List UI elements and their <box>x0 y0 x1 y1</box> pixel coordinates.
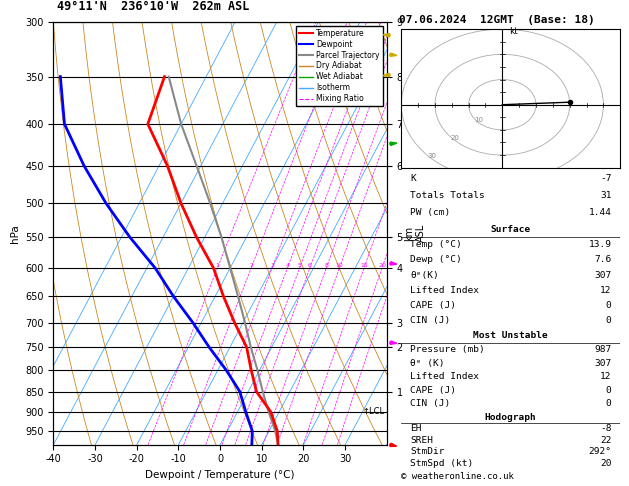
Text: kt: kt <box>509 27 518 36</box>
Text: 12: 12 <box>600 286 611 295</box>
Y-axis label: hPa: hPa <box>9 224 19 243</box>
Text: CAPE (J): CAPE (J) <box>410 301 456 310</box>
Text: Temp (°C): Temp (°C) <box>410 240 462 249</box>
Text: Pressure (mb): Pressure (mb) <box>410 345 485 354</box>
Text: 07.06.2024  12GMT  (Base: 18): 07.06.2024 12GMT (Base: 18) <box>399 15 595 25</box>
Text: 3: 3 <box>270 263 274 268</box>
Text: 13.9: 13.9 <box>589 240 611 249</box>
Text: 4: 4 <box>286 263 289 268</box>
Text: Dewp (°C): Dewp (°C) <box>410 256 462 264</box>
Text: 12: 12 <box>600 372 611 381</box>
Text: SREH: SREH <box>410 436 433 445</box>
Text: 1: 1 <box>216 263 220 268</box>
Text: 15: 15 <box>360 263 368 268</box>
Text: -8: -8 <box>600 424 611 434</box>
Text: 31: 31 <box>600 191 611 200</box>
Text: θᵉ (K): θᵉ (K) <box>410 359 445 367</box>
Text: 20: 20 <box>600 459 611 468</box>
Text: Lifted Index: Lifted Index <box>410 286 479 295</box>
Text: 22: 22 <box>600 436 611 445</box>
Legend: Temperature, Dewpoint, Parcel Trajectory, Dry Adiabat, Wet Adiabat, Isotherm, Mi: Temperature, Dewpoint, Parcel Trajectory… <box>296 26 383 106</box>
Text: Most Unstable: Most Unstable <box>474 331 548 340</box>
Text: 49°11'N  236°10'W  262m ASL: 49°11'N 236°10'W 262m ASL <box>57 0 249 14</box>
Text: K: K <box>410 174 416 183</box>
Text: 307: 307 <box>594 359 611 367</box>
Text: 2: 2 <box>249 263 253 268</box>
Text: 0: 0 <box>606 301 611 310</box>
Text: StmSpd (kt): StmSpd (kt) <box>410 459 473 468</box>
Text: 20: 20 <box>378 263 386 268</box>
Text: PW (cm): PW (cm) <box>410 208 450 217</box>
Text: EH: EH <box>410 424 421 434</box>
Text: 10: 10 <box>474 117 483 123</box>
Text: 6: 6 <box>308 263 312 268</box>
Text: 292°: 292° <box>589 447 611 456</box>
Text: 987: 987 <box>594 345 611 354</box>
Text: © weatheronline.co.uk: © weatheronline.co.uk <box>401 472 514 481</box>
Text: 7.6: 7.6 <box>594 256 611 264</box>
Text: 8: 8 <box>325 263 328 268</box>
Text: ↑LCL: ↑LCL <box>363 407 385 417</box>
Text: 30: 30 <box>427 153 436 158</box>
Text: 1.44: 1.44 <box>589 208 611 217</box>
Text: Totals Totals: Totals Totals <box>410 191 485 200</box>
Text: 0: 0 <box>606 386 611 395</box>
X-axis label: Dewpoint / Temperature (°C): Dewpoint / Temperature (°C) <box>145 470 295 480</box>
Text: CIN (J): CIN (J) <box>410 316 450 325</box>
Text: 10: 10 <box>335 263 343 268</box>
Text: 5: 5 <box>298 263 301 268</box>
Text: θᵉ(K): θᵉ(K) <box>410 271 439 279</box>
Text: 0: 0 <box>606 399 611 408</box>
Text: Hodograph: Hodograph <box>485 413 537 422</box>
Text: CAPE (J): CAPE (J) <box>410 386 456 395</box>
Text: CIN (J): CIN (J) <box>410 399 450 408</box>
Text: Surface: Surface <box>491 225 531 234</box>
Text: Lifted Index: Lifted Index <box>410 372 479 381</box>
Text: -7: -7 <box>600 174 611 183</box>
Y-axis label: km
ASL: km ASL <box>404 224 426 243</box>
Text: StmDir: StmDir <box>410 447 445 456</box>
Text: 307: 307 <box>594 271 611 279</box>
Text: 20: 20 <box>451 135 460 141</box>
Text: 0: 0 <box>606 316 611 325</box>
